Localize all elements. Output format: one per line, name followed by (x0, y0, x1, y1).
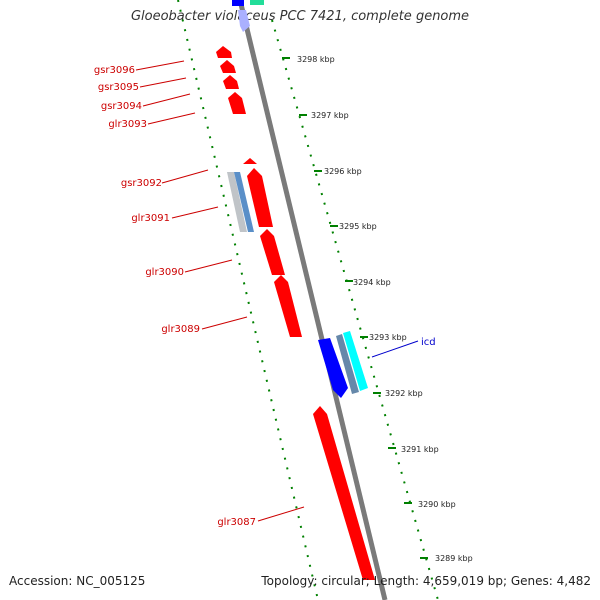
label-glr3093: glr3093 (108, 119, 147, 130)
label-glr3087: glr3087 (217, 517, 256, 528)
label-gsr3094: gsr3094 (101, 101, 142, 112)
label-gsr3092: gsr3092 (121, 178, 162, 189)
leader-glr3093 (147, 112, 196, 125)
label-icd: icd (421, 337, 436, 348)
label-glr3091: glr3091 (131, 213, 170, 224)
leader-gsr3092 (161, 169, 209, 184)
gene-glr3089 (274, 275, 302, 337)
ruler-label-3298: 3298 kbp (297, 55, 335, 64)
leader-glr3090 (184, 259, 233, 273)
gene-glr3091-rna-blue (234, 172, 254, 232)
leader-glr3089 (201, 316, 248, 330)
ruler-label-3291: 3291 kbp (401, 445, 439, 454)
gene-gsr3094 (223, 75, 239, 89)
ruler-label-3289: 3289 kbp (435, 554, 473, 563)
ruler-label-3297: 3297 kbp (311, 111, 349, 120)
ruler-label-3294: 3294 kbp (353, 278, 391, 287)
gene-icd-cyan (343, 331, 368, 391)
topology-label: Topology: circular; Length: 4,659,019 bp… (261, 574, 591, 588)
ruler-label-3293: 3293 kbp (369, 333, 407, 342)
forward-gene-top-partial (232, 0, 244, 6)
gene-icd-steel (336, 334, 359, 394)
ruler-label-3292: 3292 kbp (385, 389, 423, 398)
gene-glr3091 (247, 168, 273, 227)
label-gsr3095: gsr3095 (98, 82, 139, 93)
gene-gsr3095 (220, 60, 236, 73)
leader-glr3087 (257, 506, 305, 522)
genome-backbone (237, 0, 388, 600)
leader-icd (371, 340, 419, 358)
leader-gsr3095 (139, 77, 187, 88)
inner-tick-track (271, 19, 439, 600)
ruler-label-3296: 3296 kbp (324, 167, 362, 176)
gene-glr3091-rna-grey (227, 172, 247, 232)
label-glr3089: glr3089 (161, 324, 200, 335)
gene-icd-blue (318, 338, 348, 398)
forward-gene-top-partial-green (250, 0, 264, 5)
ruler: 3298 kbp 3297 kbp 3296 kbp 3295 kbp 3294… (282, 55, 473, 563)
accession-label: Accession: NC_005125 (9, 574, 146, 588)
leader-gsr3096 (135, 60, 185, 71)
gene-glr3093 (228, 92, 246, 114)
label-gsr3096: gsr3096 (94, 65, 135, 76)
gene-glr3087 (313, 406, 375, 580)
outer-tick-track (177, 0, 319, 600)
label-glr3090: glr3090 (145, 267, 184, 278)
ruler-label-3295: 3295 kbp (339, 222, 377, 231)
genome-title: Gloeobacter violaceus PCC 7421, complete… (130, 9, 470, 24)
ruler-label-3290: 3290 kbp (418, 500, 456, 509)
forward-gene-top-arrow (238, 10, 250, 32)
leader-glr3091 (171, 206, 219, 219)
gene-glr3090 (260, 229, 285, 275)
gene-gsr3096-body (216, 46, 232, 58)
leader-gsr3094 (142, 93, 191, 107)
gene-gsr3092 (243, 158, 257, 164)
